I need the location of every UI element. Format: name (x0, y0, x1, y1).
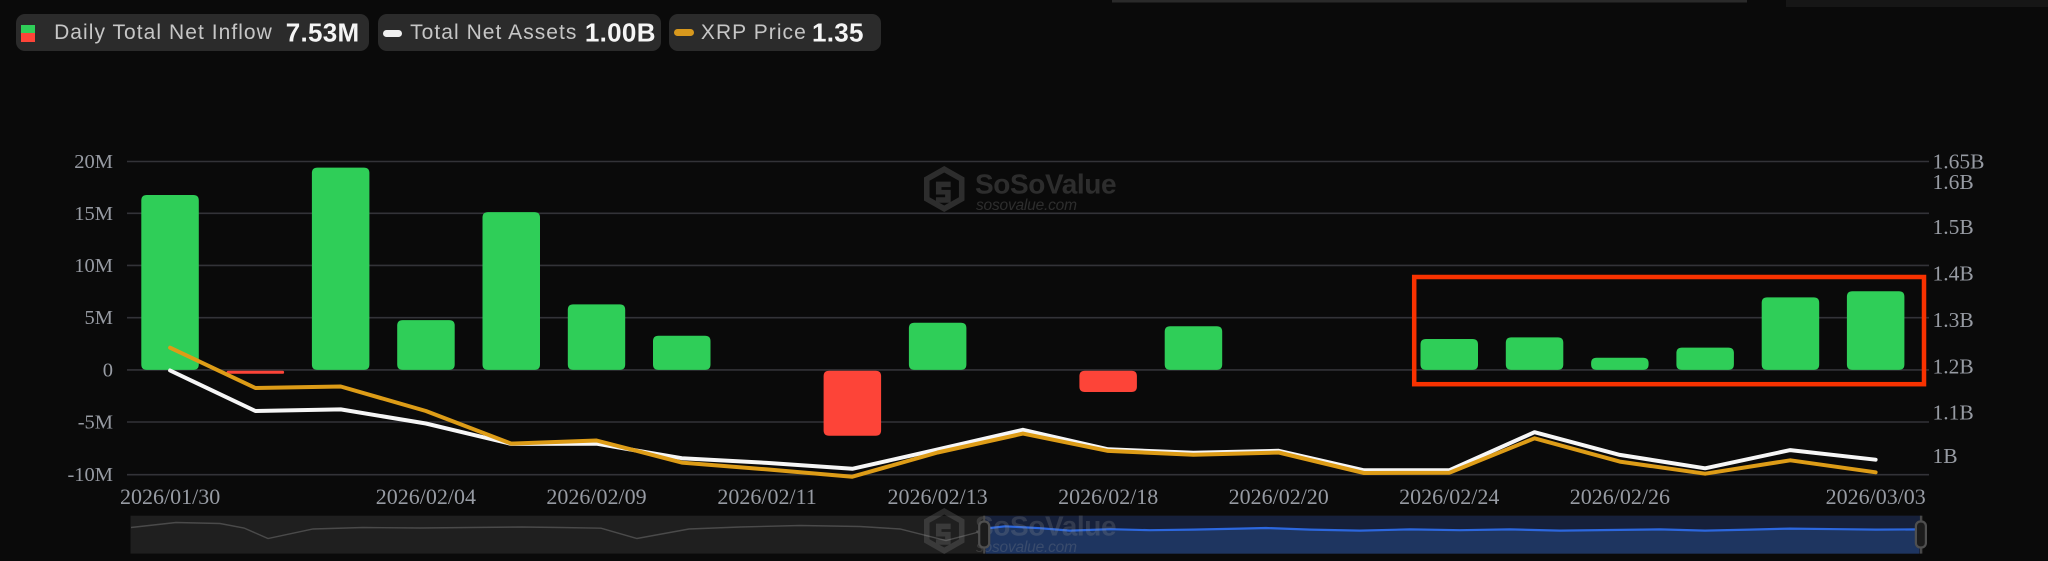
svg-text:1.6B: 1.6B (1933, 170, 1974, 194)
svg-text:15M: 15M (74, 203, 113, 225)
svg-text:-10M: -10M (67, 464, 113, 486)
svg-text:-5M: -5M (78, 412, 113, 434)
svg-text:SoSoValue: SoSoValue (975, 169, 1116, 200)
svg-text:2026/02/18: 2026/02/18 (1058, 484, 1158, 509)
svg-text:1.1B: 1.1B (1933, 401, 1974, 425)
svg-text:2026/02/04: 2026/02/04 (376, 484, 476, 509)
svg-text:20M: 20M (74, 151, 113, 173)
svg-text:2026/02/26: 2026/02/26 (1570, 484, 1670, 509)
svg-text:1.5B: 1.5B (1933, 215, 1974, 239)
svg-text:1.3B: 1.3B (1933, 308, 1974, 332)
svg-text:5M: 5M (85, 307, 113, 329)
svg-text:1.2B: 1.2B (1933, 354, 1974, 378)
svg-text:sosovalue.com: sosovalue.com (976, 539, 1077, 556)
svg-text:2026/02/20: 2026/02/20 (1229, 484, 1329, 509)
svg-text:2026/02/13: 2026/02/13 (887, 484, 987, 509)
svg-text:2026/02/11: 2026/02/11 (717, 484, 816, 509)
svg-text:1.4B: 1.4B (1933, 261, 1974, 285)
svg-text:1.65B: 1.65B (1933, 150, 1985, 174)
svg-text:2026/02/09: 2026/02/09 (546, 484, 646, 509)
svg-text:1B: 1B (1933, 444, 1958, 468)
svg-text:2026/01/30: 2026/01/30 (120, 484, 220, 509)
svg-text:0: 0 (103, 359, 113, 381)
svg-text:sosovalue.com: sosovalue.com (976, 197, 1077, 214)
svg-text:SoSoValue: SoSoValue (975, 511, 1116, 542)
svg-text:10M: 10M (74, 255, 113, 277)
svg-text:2026/02/24: 2026/02/24 (1399, 484, 1499, 509)
svg-text:2026/03/03: 2026/03/03 (1826, 484, 1926, 509)
